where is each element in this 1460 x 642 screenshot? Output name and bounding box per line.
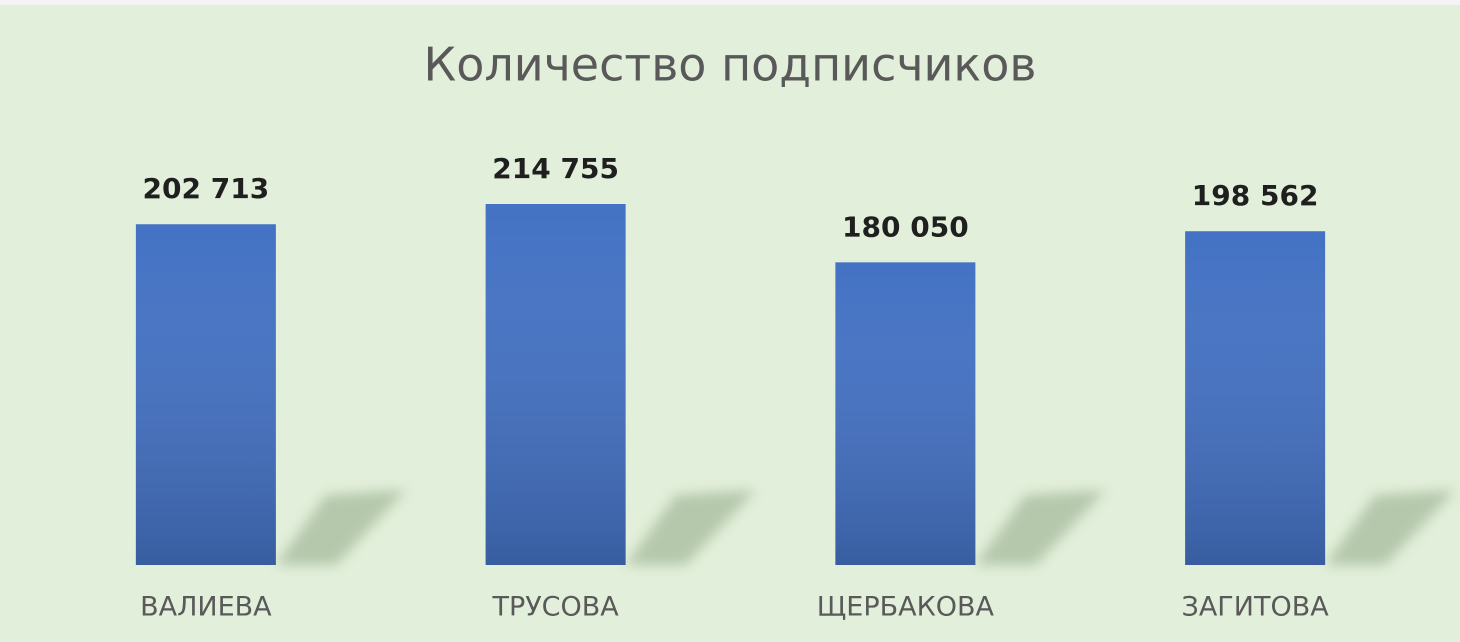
x-tick-label: ВАЛИЕВА [140,592,272,623]
data-label: 198 562 [1192,179,1319,212]
bar-shadow [975,490,1106,565]
x-tick-label: ТРУСОВА [491,592,619,623]
bar-shadow [625,490,756,565]
bar-shade [1185,231,1326,565]
x-tick-label: ЗАГИТОВА [1182,592,1330,623]
x-tick-label: ЩЕРБАКОВА [817,592,995,623]
data-label: 202 713 [143,172,270,205]
data-label: 214 755 [492,152,619,185]
data-label: 180 050 [842,210,969,243]
sheet-strip [0,0,1460,5]
bar-shade [835,262,976,565]
bar-shade [485,204,626,565]
bar-shade [135,224,276,565]
chart-title: Количество подписчиков [424,38,1037,92]
bar-shadow [275,490,406,565]
bar-shadow [1325,490,1456,565]
